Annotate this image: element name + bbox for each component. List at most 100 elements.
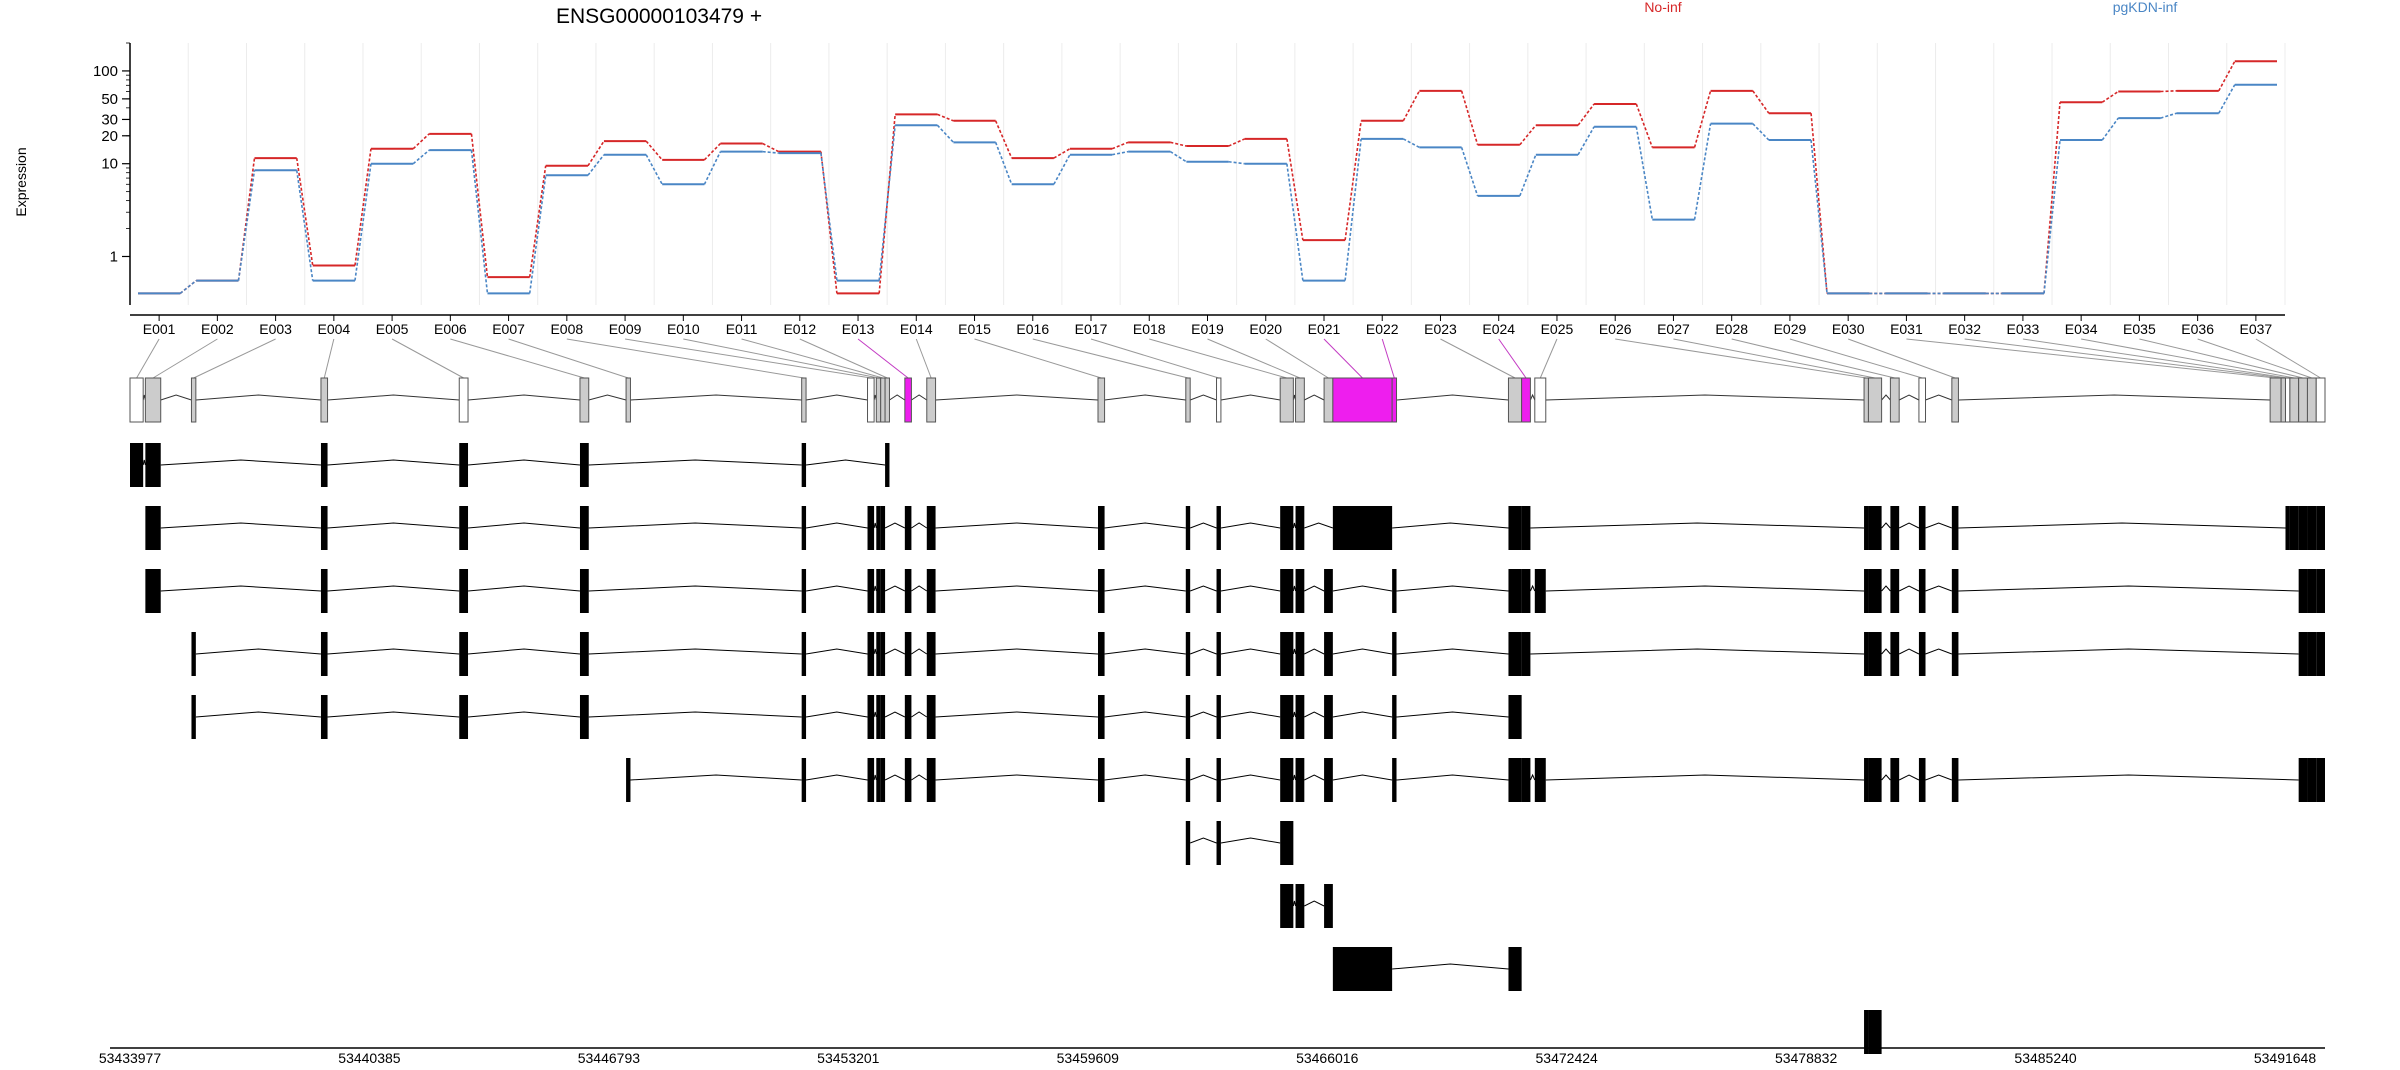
legend-pgkdn-inf: pgKDN-inf [2113,0,2178,15]
transcript-intron [805,774,868,781]
series-connector [528,165,547,278]
transcript-exon [626,758,631,802]
exon-box-E030 [1951,377,1959,423]
transcript-exon [1185,758,1191,802]
x-tick-label: E014 [900,321,933,337]
x-tick-label: E018 [1133,321,1166,337]
connector-E001 [136,338,160,379]
exon-box-E001 [129,377,144,423]
connector-E022 [1381,338,1395,379]
genome-tick-label: 53446793 [578,1050,641,1066]
transcript-intron [873,522,877,529]
transcript-exon [1280,884,1294,928]
transcript-intron [1332,648,1393,655]
exon-box-E003 [190,377,197,423]
transcript-intron [884,585,906,592]
transcript-intron [588,522,802,529]
transcript-intron [911,648,928,655]
connector-E028 [1731,338,1895,379]
transcript-exon [880,758,886,802]
transcript-exon [867,695,875,739]
transcript-exon [1295,632,1305,676]
intron [1396,394,1509,401]
exon-box-E037 [2315,377,2326,423]
transcript-exon [904,569,912,613]
transcript-exon [1868,506,1882,550]
transcript-3 [145,569,2325,613]
transcript-exon [1392,632,1397,676]
transcript-intron [1304,522,1334,529]
transcript-intron [884,522,906,529]
transcript-intron [1292,585,1297,592]
series-pgKDN-inf [138,83,2277,295]
intron [1925,394,1953,401]
transcript-intron [1220,648,1281,655]
transcript-exon [876,632,881,676]
x-tick-label: E006 [434,321,467,337]
connector-E034 [2081,338,2295,379]
connector-E016 [1032,338,1189,379]
intron [467,394,581,401]
transcript-exon [1508,758,1522,802]
transcript-exon [1890,632,1900,676]
transcript-intron [1898,522,1920,529]
transcript-exon [880,695,886,739]
transcript-intron [467,522,581,529]
transcript-intron [1332,711,1393,718]
x-tick-label: E028 [1715,321,1748,337]
transcript-exon [459,443,469,487]
series-connector [2043,139,2061,294]
connector-E018 [1149,338,1287,379]
transcript-exon [1864,1010,1869,1054]
series-connector [936,124,954,143]
transcript-intron [1392,522,1509,529]
transcript-exon [926,569,936,613]
transcript-intron [467,585,581,592]
transcript-intron [1958,522,2286,529]
transcript-exon [1508,569,1522,613]
series-connector [1519,154,1537,197]
series-connector [937,113,954,122]
legend-no-inf: No-inf [1644,0,1681,15]
genome-tick-label: 53485240 [2014,1050,2077,1066]
exon-box-E034 [2289,377,2300,423]
transcript-intron [805,711,868,718]
connector-E030 [1848,338,1956,379]
transcript-intron [911,522,928,529]
transcript-8 [1280,884,1333,928]
transcript-exon [1295,758,1305,802]
series-connector [1228,138,1245,147]
transcript-exon [579,569,589,613]
x-tick-label: E037 [2240,321,2273,337]
connector-E031 [1906,338,2276,379]
transcript-exon [130,443,144,487]
transcript-exon [1534,569,1546,613]
transcript-intron [1958,585,2299,592]
series-connector [1810,113,1828,294]
series-connector [412,133,430,150]
transcript-exon [1918,632,1926,676]
transcript-intron [1304,711,1325,718]
genome-tick-label: 53472424 [1536,1050,1599,1066]
transcript-intron [1220,522,1281,529]
transcript-intron [1925,585,1953,592]
transcript-exon [885,443,890,487]
connector-E027 [1673,338,1876,379]
transcript-exon [904,758,912,802]
transcript-intron [195,648,322,655]
series-connector [1402,90,1421,122]
x-tick-label: E024 [1482,321,1515,337]
transcript-intron [1898,585,1920,592]
transcript-exon [867,569,875,613]
intron [889,394,906,401]
transcript-1 [130,443,890,487]
transcript-intron [630,774,802,781]
exon-box-E012 [884,377,890,423]
transcript-exon [2285,506,2290,550]
transcript-exon [2289,506,2299,550]
transcript-exon [867,632,875,676]
exon-box-E002 [144,377,162,423]
transcript-exon [926,506,936,550]
transcript-exon [1280,506,1294,550]
exon-box-E033 [2284,377,2291,423]
